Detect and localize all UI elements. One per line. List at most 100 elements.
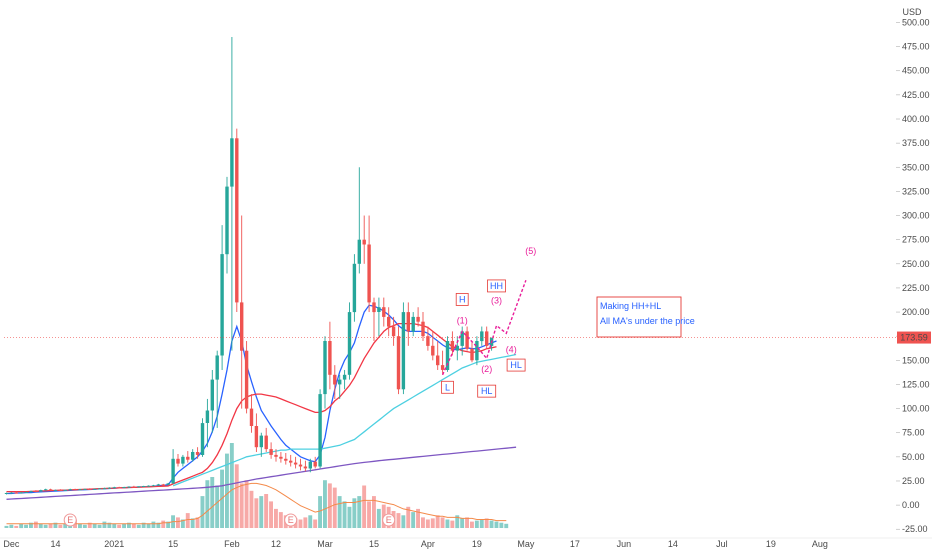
candle-body[interactable] bbox=[372, 302, 376, 313]
candle-body[interactable] bbox=[377, 307, 381, 312]
candle-body[interactable] bbox=[426, 336, 430, 346]
candle-body[interactable] bbox=[382, 307, 386, 317]
candle-body[interactable] bbox=[460, 331, 464, 346]
candle-body[interactable] bbox=[186, 456, 190, 460]
candle-body[interactable] bbox=[195, 452, 200, 455]
candle-body[interactable] bbox=[210, 379, 214, 411]
candle-body[interactable] bbox=[34, 491, 38, 493]
candle-body[interactable] bbox=[303, 466, 308, 469]
candle-body[interactable] bbox=[225, 186, 229, 255]
candle-body[interactable] bbox=[240, 302, 244, 351]
candle-body[interactable] bbox=[24, 492, 28, 493]
candle-body[interactable] bbox=[53, 489, 58, 491]
candle-body[interactable] bbox=[274, 454, 278, 457]
candle-body[interactable] bbox=[357, 239, 361, 264]
candle-body[interactable] bbox=[308, 461, 312, 469]
candle-body[interactable] bbox=[205, 410, 210, 424]
candle-body[interactable] bbox=[450, 341, 455, 351]
candle-body[interactable] bbox=[220, 254, 224, 356]
candle-body[interactable] bbox=[146, 485, 151, 487]
candle-body[interactable] bbox=[269, 449, 273, 455]
candle-body[interactable] bbox=[171, 458, 175, 484]
candle-body[interactable] bbox=[151, 485, 156, 487]
earnings-marker-icon[interactable] bbox=[63, 513, 77, 527]
candle-body[interactable] bbox=[387, 316, 391, 327]
candle-body[interactable] bbox=[161, 484, 165, 486]
candle-body[interactable] bbox=[244, 350, 249, 409]
candle-body[interactable] bbox=[97, 488, 102, 490]
candle-body[interactable] bbox=[367, 244, 371, 303]
candle-body[interactable] bbox=[19, 492, 23, 494]
candle-body[interactable] bbox=[181, 456, 185, 464]
earnings-marker-icon[interactable] bbox=[284, 513, 298, 527]
candle-body[interactable] bbox=[235, 138, 239, 303]
candle-body[interactable] bbox=[117, 487, 121, 489]
candle-body[interactable] bbox=[215, 355, 219, 380]
candle-body[interactable] bbox=[421, 321, 425, 337]
candle-body[interactable] bbox=[122, 487, 126, 488]
candle-body[interactable] bbox=[333, 374, 337, 385]
candle-body[interactable] bbox=[68, 489, 72, 491]
candle-body[interactable] bbox=[78, 489, 82, 491]
candle-body[interactable] bbox=[88, 488, 92, 490]
candle-body[interactable] bbox=[411, 316, 415, 332]
candle-body[interactable] bbox=[416, 316, 420, 322]
candle-body[interactable] bbox=[93, 488, 97, 490]
candle-body[interactable] bbox=[48, 489, 53, 491]
candle-body[interactable] bbox=[475, 341, 479, 361]
candle-body[interactable] bbox=[313, 461, 317, 467]
candle-body[interactable] bbox=[431, 345, 435, 356]
candle-body[interactable] bbox=[470, 348, 474, 361]
candle-body[interactable] bbox=[406, 312, 410, 332]
candle-body[interactable] bbox=[29, 491, 33, 493]
candle-body[interactable] bbox=[132, 486, 136, 488]
candle-body[interactable] bbox=[455, 345, 459, 351]
candle-body[interactable] bbox=[328, 341, 332, 375]
note-box[interactable] bbox=[596, 296, 682, 338]
candle-body[interactable] bbox=[391, 326, 396, 337]
candle-body[interactable] bbox=[436, 355, 440, 366]
candle-body[interactable] bbox=[485, 331, 489, 346]
candle-body[interactable] bbox=[127, 486, 131, 488]
candle-body[interactable] bbox=[200, 423, 205, 455]
candle-body[interactable] bbox=[166, 483, 170, 485]
candle-body[interactable] bbox=[9, 492, 14, 494]
candle-body[interactable] bbox=[191, 452, 195, 460]
candle-body[interactable] bbox=[63, 489, 67, 491]
candle-body[interactable] bbox=[73, 489, 77, 491]
candle-body[interactable] bbox=[293, 462, 298, 465]
candle-body[interactable] bbox=[142, 486, 146, 487]
candle-body[interactable] bbox=[102, 488, 107, 490]
candle-body[interactable] bbox=[83, 488, 87, 490]
candle-body[interactable] bbox=[249, 408, 254, 426]
candle-body[interactable] bbox=[342, 374, 347, 380]
candle-body[interactable] bbox=[14, 492, 18, 494]
candle-body[interactable] bbox=[440, 365, 445, 370]
candle-body[interactable] bbox=[107, 487, 112, 489]
candle-body[interactable] bbox=[401, 312, 406, 390]
candle-body[interactable] bbox=[137, 486, 141, 488]
candle-body[interactable] bbox=[323, 341, 327, 395]
candle-body[interactable] bbox=[4, 493, 9, 494]
candle-body[interactable] bbox=[39, 490, 43, 492]
candle-body[interactable] bbox=[284, 458, 288, 461]
earnings-marker-icon[interactable] bbox=[382, 513, 396, 527]
candle-body[interactable] bbox=[289, 460, 293, 463]
candle-body[interactable] bbox=[396, 336, 401, 390]
candle-body[interactable] bbox=[352, 263, 357, 313]
candle-body[interactable] bbox=[58, 489, 63, 491]
candle-body[interactable] bbox=[230, 138, 234, 187]
candle-body[interactable] bbox=[362, 239, 366, 245]
candle-body[interactable] bbox=[264, 435, 268, 450]
candle-body[interactable] bbox=[298, 464, 303, 467]
candle-body[interactable] bbox=[44, 489, 48, 491]
candle-body[interactable] bbox=[480, 331, 484, 342]
candle-body[interactable] bbox=[279, 456, 283, 459]
candle-body[interactable] bbox=[254, 426, 259, 448]
candle-body[interactable] bbox=[318, 394, 322, 467]
candle-body[interactable] bbox=[176, 458, 180, 464]
candle-body[interactable] bbox=[445, 341, 450, 370]
candle-body[interactable] bbox=[156, 484, 161, 486]
candle-body[interactable] bbox=[338, 379, 342, 385]
